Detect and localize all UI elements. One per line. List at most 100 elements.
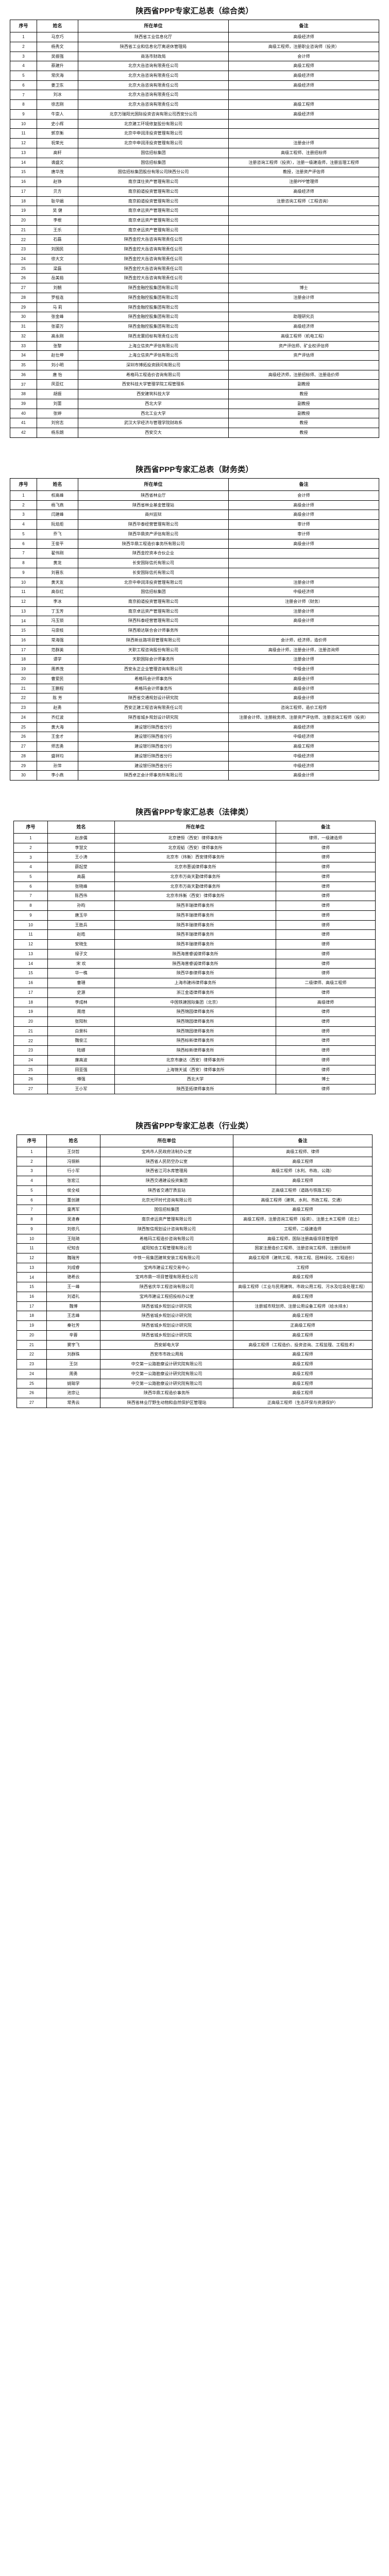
cell-name: 牛崇人: [37, 109, 78, 120]
table-row: 12 魏瑞芳 中铁一局集团建筑安装工程有限公司 高级工程师（建筑工程、市政工程、园林绿…: [16, 1252, 373, 1263]
cell-index: 25: [16, 1378, 47, 1389]
cell-remark: 高级经济师: [228, 70, 379, 81]
cell-remark: 副教授: [228, 379, 379, 390]
table-row: 11 郭京衡 北京中申润泽投资管理有限公司: [10, 128, 379, 139]
cell-index: 19: [10, 206, 37, 216]
cell-index: 33: [10, 341, 37, 351]
cell-remark: 高级工程师（建筑工程、市政工程、园林绿化、工程造价）: [233, 1252, 373, 1263]
cell-index: 3: [10, 510, 37, 520]
cell-organization: 南京卓远资产管理有限公司: [100, 1214, 233, 1225]
cell-remark: 注册会计师: [228, 577, 379, 588]
cell-name: 李冰: [37, 597, 78, 607]
cell-organization: 陕西省交通规划设计研究院: [78, 693, 229, 704]
table-row: 2 杨飞燕 陕西省林业基金管理站 高级会计师: [10, 500, 379, 511]
column-header-2: 所在单位: [114, 820, 276, 834]
table-row: 25 田亚强 上海锦天诚（西安）律师事务所 律师: [13, 1064, 376, 1075]
expert-table: 序号 姓名 所在单位 备注 1 权高峰 陕西省林业厅 会计师 2 杨飞燕 陕西省林业基金管理站 高级会…: [10, 478, 379, 781]
cell-name: 常海强: [37, 635, 78, 646]
cell-name: 张阳秋: [47, 1016, 115, 1027]
cell-name: 石磊: [37, 234, 78, 245]
cell-name: 傅强: [47, 1074, 115, 1085]
column-header-3: 备注: [276, 820, 376, 834]
cell-organization: 希格玛会计师事务所: [78, 673, 229, 684]
cell-index: 28: [10, 292, 37, 303]
cell-name: 张鎏万: [37, 321, 78, 332]
cell-name: 王一峰: [46, 1282, 100, 1292]
cell-index: 13: [10, 606, 37, 617]
cell-remark: 正高级工程师: [233, 1320, 373, 1331]
cell-name: 董创建: [46, 1195, 100, 1206]
cell-remark: 高级工程师: [233, 1156, 373, 1167]
cell-name: 马京巧: [37, 32, 78, 42]
cell-remark: 咨询工程师，造价工程师: [228, 703, 379, 713]
cell-remark: 注册会计师: [228, 138, 379, 148]
cell-remark: 律师: [276, 958, 376, 969]
cell-remark: [228, 302, 379, 313]
table-header-row: 序号 姓名 所在单位 备注: [10, 19, 379, 33]
cell-organization: 北京万瑞阳光国际投资咨询有限公司西安分公司: [78, 109, 229, 120]
cell-organization: 北京大岳咨询有限责任公司: [78, 61, 229, 71]
cell-index: 36: [10, 369, 37, 380]
cell-remark: [228, 263, 379, 274]
table-row: 23 陆娜 陕西标新律师事务所 律师: [13, 1045, 376, 1056]
cell-name: 周养茂: [37, 664, 78, 674]
cell-index: 12: [16, 1252, 47, 1263]
cell-remark: [228, 548, 379, 559]
cell-index: 27: [10, 741, 37, 752]
cell-organization: 商州监狱: [78, 510, 229, 520]
cell-name: 王小涛: [47, 852, 115, 863]
cell-remark: 教授: [228, 428, 379, 438]
table-row: 40 张婷 西北工业大学 副教授: [10, 408, 379, 419]
cell-remark: 律师: [276, 1007, 376, 1017]
table-row: 4 蔡建升 北京大岳咨询有限责任公司 高级工程师: [10, 61, 379, 71]
cell-name: 田亚强: [47, 1064, 115, 1075]
cell-name: 王金才: [37, 732, 78, 742]
cell-remark: 高级律师: [276, 997, 376, 1008]
cell-name: 盛祥均: [37, 751, 78, 761]
cell-name: 姜卫东: [37, 80, 78, 91]
cell-index: 17: [10, 645, 37, 655]
cell-index: 29: [10, 760, 37, 771]
table-row: 27 刘朝 陕西金融控股集团有限公司 博士: [10, 283, 379, 293]
cell-name: 高存红: [37, 587, 78, 598]
cell-remark: [228, 128, 379, 139]
cell-name: 廉高波: [47, 1055, 115, 1065]
cell-remark: 高级会计师: [228, 538, 379, 549]
cell-name: 杨飞燕: [37, 500, 78, 511]
cell-organization: 陕西标新律师事务所: [114, 1036, 276, 1046]
cell-name: 纪知含: [46, 1243, 100, 1253]
cell-index: 34: [10, 350, 37, 361]
cell-name: 李成林: [47, 997, 115, 1008]
cell-index: 40: [10, 408, 37, 419]
table-row: 17 魏博 陕西省城乡规划设计研究院 注册城市规划师、注册公用设备工程师（给水排水）: [16, 1301, 373, 1312]
cell-name: 唐 怡: [37, 369, 78, 380]
cell-name: 刘朝: [37, 283, 78, 293]
cell-remark: 律师: [276, 1036, 376, 1046]
cell-remark: 教授，注册资产评估师: [228, 167, 379, 178]
table-row: 10 黄天友 北京中申润泽投资管理有限公司 注册会计师: [10, 577, 379, 588]
table-row: 12 李冰 南京韵道投资管理有限公司 注册会计师（财务）: [10, 597, 379, 607]
cell-name: 周煊: [47, 1007, 115, 1017]
column-header-1: 姓名: [46, 1134, 100, 1147]
cell-name: 王剑哲: [46, 1146, 100, 1157]
cell-remark: 中级经济师: [228, 587, 379, 598]
cell-name: 权高峰: [37, 490, 78, 501]
column-header-1: 姓名: [47, 820, 115, 834]
cell-name: 刘群珠: [46, 1349, 100, 1360]
cell-remark: 注册会计师、注册税务师、注册资产评估师、注册咨询工程师（投资）: [228, 712, 379, 723]
cell-remark: 高级工程师，注册咨询工程师（投资）、注册土木工程师（岩土）: [233, 1214, 373, 1225]
cell-organization: 建设银行陕西省分行: [78, 722, 229, 733]
cell-organization: 希格玛会计师事务所: [78, 683, 229, 694]
cell-name: 王剑: [46, 1359, 100, 1369]
table-row: 32 高永刚 陕西龙寰招标有限责任公司 高级工程师（机电工程）: [10, 331, 379, 342]
cell-name: 薛起堂: [47, 862, 115, 872]
cell-remark: 注册会计师: [228, 292, 379, 303]
cell-index: 23: [16, 1359, 47, 1369]
cell-index: 12: [10, 138, 37, 148]
table-row: 41 刘穷志 武汉大学经济与管理学院财政系 教授: [10, 418, 379, 429]
cell-organization: 北京市（炜衡）西安律师事务所: [114, 852, 276, 863]
column-header-3: 备注: [233, 1134, 373, 1147]
table-row: 2 李慧文 北京观韬（西安）律师事务所 律师: [13, 842, 376, 853]
cell-name: 吴 健: [37, 206, 78, 216]
cell-remark: 助理研究员: [228, 312, 379, 323]
